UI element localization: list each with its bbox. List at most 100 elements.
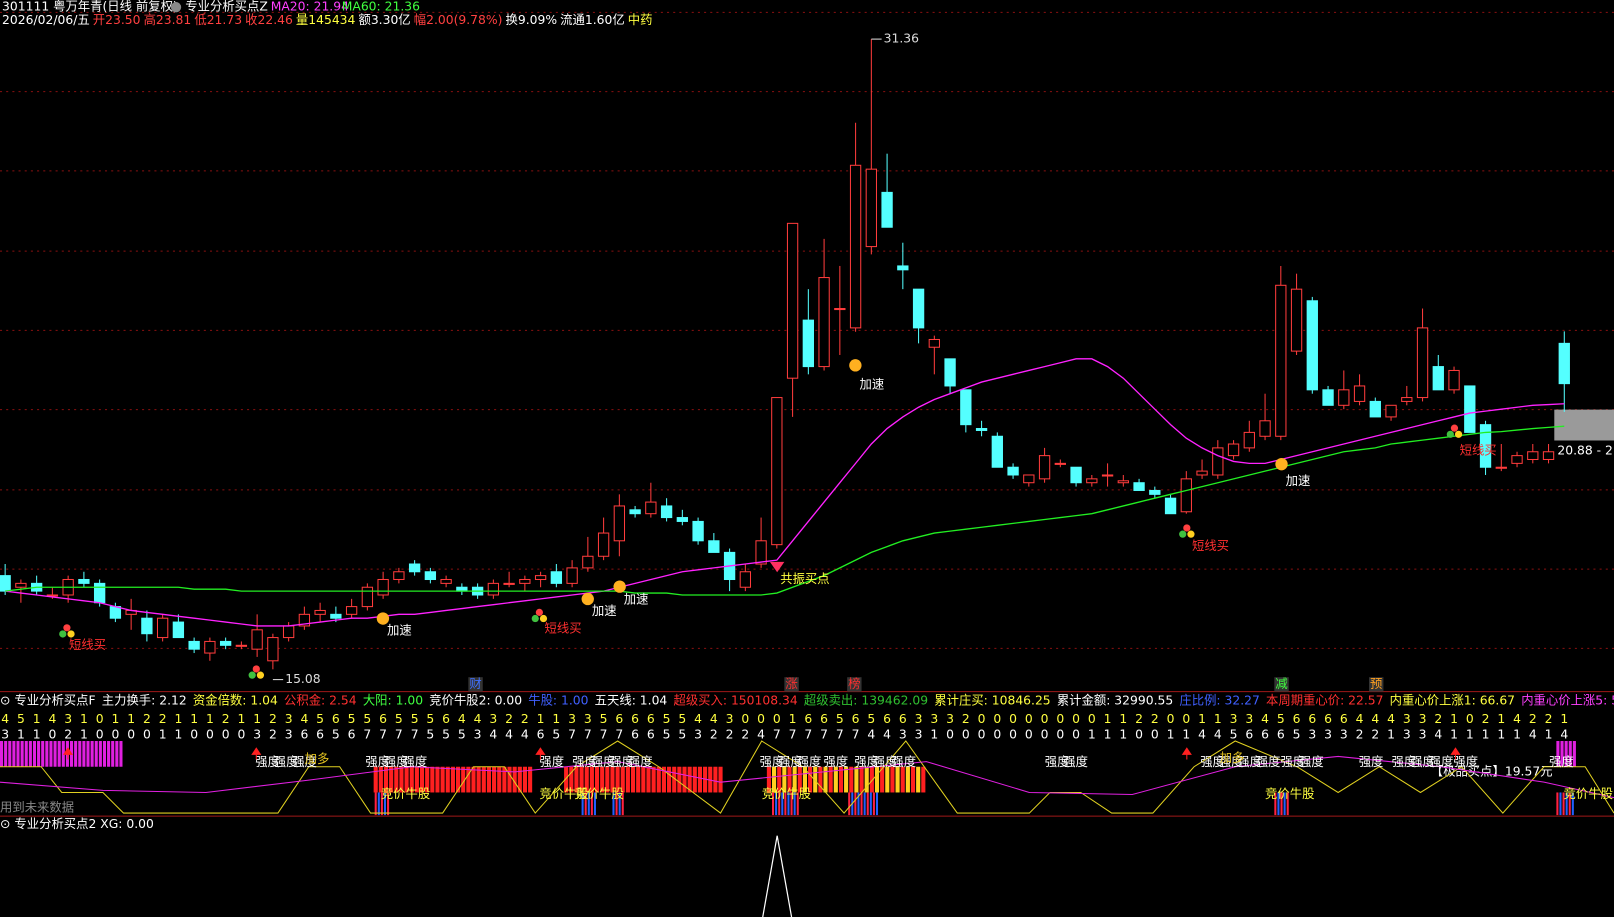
band-bar	[860, 792, 863, 816]
candle-body	[739, 571, 752, 588]
signal-digit: 2	[159, 712, 167, 726]
band-stripe	[512, 766, 517, 793]
indicator-value: 牛股: 1.00	[528, 692, 588, 707]
signal-digit: 6	[1340, 712, 1348, 726]
accel-label: 加速	[1286, 474, 1311, 488]
quote-field: 收22.46	[245, 13, 293, 27]
candle-body	[1338, 389, 1350, 406]
band-stripe	[517, 766, 522, 793]
quote-field: 低21.73	[194, 13, 242, 27]
strength-label: 强度	[255, 754, 280, 769]
candle-body	[818, 277, 830, 368]
indicator-icon[interactable]	[170, 2, 182, 13]
indicator-value: 庄比例: 32.27	[1179, 692, 1259, 707]
quote-field: 中药	[628, 12, 653, 27]
band-stripe	[682, 766, 687, 793]
band-stripe	[838, 766, 844, 793]
stock-name[interactable]: 301111 粤万年青(日线 前复权)	[2, 0, 178, 14]
signal-digit: 6	[631, 727, 639, 741]
signal-digit: 2	[1371, 727, 1379, 741]
accel-icon	[581, 592, 594, 606]
band-stripe	[1572, 741, 1576, 767]
band-stripe	[507, 766, 512, 793]
signal-digit: 6	[615, 712, 623, 726]
indicator-value: 大阳: 1.00	[363, 693, 423, 707]
signal-digit: 5	[663, 727, 671, 741]
band-stripe	[430, 766, 435, 793]
signal-digit: 2	[1356, 727, 1364, 741]
signal-digit: 3	[285, 727, 293, 741]
signal-digit: 4	[1560, 727, 1568, 741]
band-stripe	[921, 766, 926, 793]
band-bar	[796, 792, 799, 816]
candle-body	[1511, 455, 1523, 464]
candle-body	[1369, 400, 1381, 418]
signal-digit: 4	[1387, 712, 1395, 726]
band-stripe	[476, 766, 481, 793]
candle-body	[188, 640, 200, 650]
signal-digit: 1	[33, 712, 41, 726]
signal-digit: 1	[930, 727, 938, 741]
candle-body	[1275, 284, 1287, 437]
signal-digit: 5	[663, 712, 671, 726]
collapse-icon[interactable]: ⊙	[0, 693, 10, 707]
signal-digit: 4	[521, 727, 529, 741]
signal-digit: 4	[489, 727, 497, 741]
candle-body	[109, 606, 122, 619]
signal-digit: 5	[1293, 727, 1301, 741]
signal-digit: 7	[820, 727, 828, 741]
signal-digit: 0	[1182, 712, 1190, 726]
indicator-name[interactable]: 专业分析买点Z	[185, 0, 268, 14]
signal-digit: 4	[757, 727, 765, 741]
signal-digit: 1	[1387, 727, 1395, 741]
accel-label: 加速	[387, 623, 412, 637]
collapse-icon[interactable]: ⊙	[0, 817, 10, 831]
signal-digit: 0	[773, 712, 781, 726]
signal-digit: 1	[1119, 712, 1127, 726]
up-arrow	[251, 747, 262, 760]
band-bar	[781, 792, 784, 816]
signal-digit: 1	[1119, 727, 1127, 741]
candle-body	[676, 517, 689, 522]
signal-digit: 3	[64, 712, 72, 726]
signal-digit: 7	[411, 727, 419, 741]
signal-digit: 1	[1466, 727, 1474, 741]
band-stripe	[57, 741, 61, 767]
band-stripe	[492, 766, 497, 793]
band-stripe	[641, 766, 646, 793]
candle-body	[1495, 466, 1507, 469]
signal-digit: 2	[505, 712, 513, 726]
signal-digit: 6	[537, 727, 545, 741]
band-bar	[793, 792, 796, 816]
candle-body	[1070, 466, 1082, 484]
signal-icon	[256, 671, 265, 679]
signal-digit: 2	[962, 712, 970, 726]
signal-digit: 6	[1293, 712, 1301, 726]
candle-body	[1353, 385, 1366, 402]
band-stripe	[94, 741, 98, 767]
band-bar	[383, 792, 387, 816]
signal-digit: 2	[726, 727, 734, 741]
candle-body	[156, 617, 169, 639]
band-stripe	[823, 766, 828, 793]
band-stripe	[435, 766, 440, 793]
band-bar	[857, 792, 860, 816]
signal-digit: 3	[694, 727, 702, 741]
high-label: 31.36	[884, 32, 919, 46]
candle-body	[1448, 369, 1460, 391]
strength-label: 强度	[365, 754, 390, 769]
short-buy-label: 短线买	[545, 621, 582, 635]
more-label: 加多	[1220, 751, 1245, 765]
candle-body	[771, 397, 783, 546]
signal-digit: 6	[1245, 727, 1253, 741]
band-stripe	[874, 766, 880, 793]
strength-label: 强度	[572, 754, 597, 769]
signal-digit: 2	[1545, 712, 1553, 726]
band-bar	[1274, 792, 1277, 816]
signal-digit: 0	[222, 727, 230, 741]
band-stripe	[378, 766, 383, 793]
signal-digit: 3	[1403, 727, 1411, 741]
band-stripe	[1560, 741, 1564, 767]
signal-digit: 0	[127, 727, 135, 741]
